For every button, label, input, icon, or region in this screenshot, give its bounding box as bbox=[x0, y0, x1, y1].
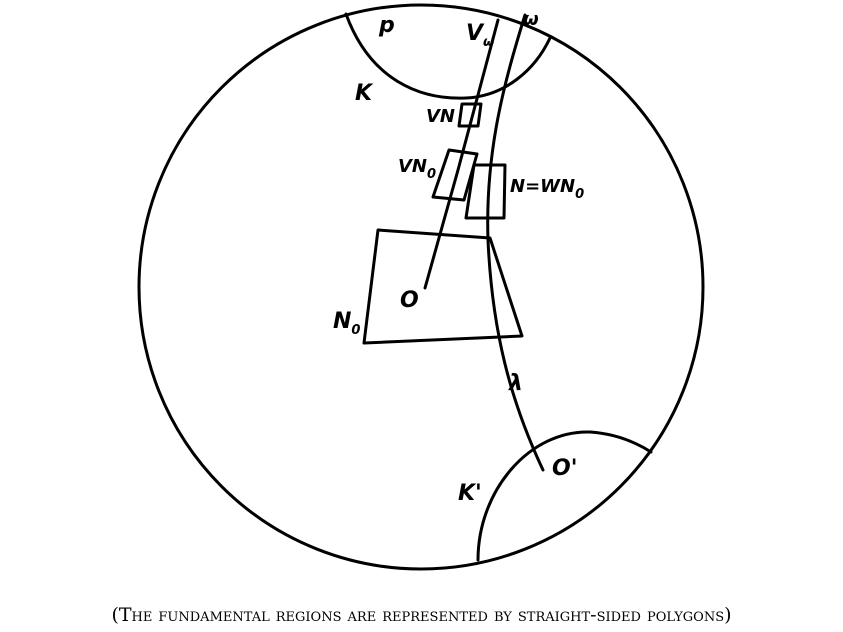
label-k: K bbox=[355, 81, 374, 106]
label-k-prime: K' bbox=[458, 481, 482, 506]
label-omega: ω bbox=[523, 9, 539, 30]
arc-k bbox=[344, 12, 552, 100]
boundary-circle bbox=[137, 3, 705, 571]
label-n0: N0 bbox=[333, 309, 360, 338]
curve-lambda bbox=[486, 13, 545, 472]
figure-caption: (The fundamental regions are represented… bbox=[111, 604, 732, 626]
label-p: p bbox=[378, 13, 395, 38]
label-vn: VN bbox=[426, 106, 455, 127]
arc-k-prime bbox=[476, 430, 653, 562]
label-o: O bbox=[400, 288, 419, 313]
hyperbolic-disk-figure: p Vω ω K VN VN0 N=WN0 O N0 λ O' K' bbox=[137, 3, 705, 571]
label-lambda: λ bbox=[508, 371, 523, 396]
label-n-eq-wn0: N=WN0 bbox=[510, 176, 584, 202]
label-v-omega: Vω bbox=[466, 21, 494, 50]
region-vn bbox=[457, 102, 483, 128]
geodesic-o-v-omega bbox=[423, 18, 500, 290]
region-n-wn0 bbox=[464, 163, 507, 220]
label-vn0: VN0 bbox=[398, 156, 436, 182]
region-n0 bbox=[362, 228, 524, 345]
region-vn0 bbox=[431, 148, 479, 202]
label-o-prime: O' bbox=[552, 456, 577, 481]
